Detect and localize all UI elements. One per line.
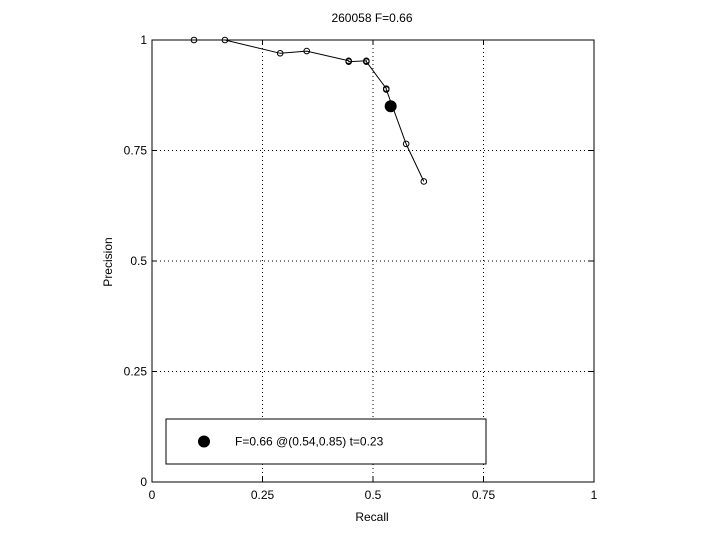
x-tick-label: 0.25 [251, 488, 275, 502]
highlight-group [384, 100, 397, 113]
y-tick-label: 0 [140, 475, 147, 489]
data-point [345, 58, 352, 65]
legend-text: F=0.66 @(0.54,0.85) t=0.23 [235, 435, 384, 449]
y-tick-label: 1 [140, 33, 147, 47]
x-tick-label: 0 [149, 488, 156, 502]
y-tick-label: 0.25 [124, 365, 148, 379]
x-tick-label: 0.75 [472, 488, 496, 502]
x-tick-label: 0.5 [365, 488, 382, 502]
chart-title: 260058 F=0.66 [331, 11, 412, 25]
legend-marker [198, 435, 210, 448]
data-point [420, 178, 428, 185]
data-point [402, 140, 410, 148]
data-point [303, 47, 311, 55]
y-axis-label: Precision [101, 237, 115, 286]
data-point [190, 36, 198, 44]
grid-lines [152, 40, 594, 482]
y-tick-label: 0.75 [124, 144, 148, 158]
legend: F=0.66 @(0.54,0.85) t=0.23 [165, 418, 487, 465]
legend-box [165, 418, 487, 465]
series-line [194, 39, 425, 182]
data-point [221, 36, 229, 44]
axis-ticks: 0 0.25 0.5 0.75 1 0 0.25 0.5 0.75 1 [124, 33, 598, 502]
y-tick-label: 0.5 [130, 254, 147, 268]
data-point [363, 58, 370, 65]
highlight-point [384, 100, 397, 113]
x-tick-label: 1 [591, 488, 598, 502]
x-axis-label: Recall [355, 510, 388, 524]
data-point [276, 49, 284, 57]
pr-series [190, 36, 428, 185]
data-point [382, 86, 390, 93]
